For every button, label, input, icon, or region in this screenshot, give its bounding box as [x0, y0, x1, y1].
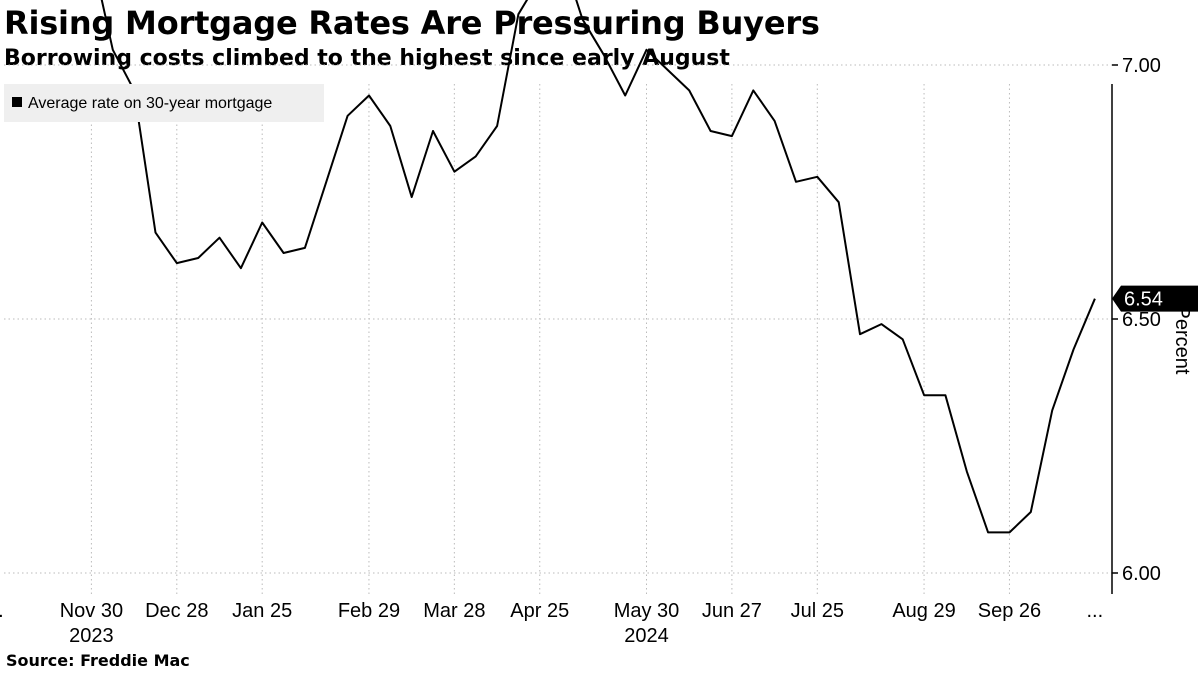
x-tick-label: ...: [1087, 600, 1104, 622]
legend: Average rate on 30-year mortgage: [4, 84, 324, 122]
x-tick-label: Jun 27: [702, 600, 762, 622]
x-tick-label: Dec 28: [145, 600, 208, 622]
x-tick-label: Nov 30: [60, 600, 123, 622]
x-tick-label: May 30: [614, 600, 680, 622]
legend-label: Average rate on 30-year mortgage: [28, 95, 272, 112]
y-tick-label: 7.00: [1122, 55, 1161, 77]
series-line: [100, 0, 1096, 534]
y-tick-label: 6.00: [1122, 563, 1161, 585]
gridlines: [4, 64, 1112, 594]
x-tick-label: Aug 29: [892, 600, 955, 622]
source-note: Source: Freddie Mac: [6, 651, 190, 670]
x-tick-label: Mar 28: [423, 600, 485, 622]
chart-subtitle: Borrowing costs climbed to the highest s…: [4, 46, 730, 71]
x-tick-label: Jan 25: [232, 600, 292, 622]
x-axis-ticks: ... Nov 30 2023 Dec 28 Jan 25 Feb 29 Mar 28 Apr…: [0, 600, 1103, 647]
x-tick-label: Sep 26: [978, 600, 1041, 622]
x-tick-year-label: 2023: [69, 625, 114, 647]
last-value-label: 6.54: [1124, 289, 1163, 311]
y-tick-label: 6.50: [1122, 309, 1161, 331]
y-axis-title: Percent: [1171, 306, 1193, 375]
x-tick-year-label: 2024: [624, 625, 669, 647]
x-tick-label: Apr 25: [510, 600, 569, 622]
x-tick-label: Jul 25: [791, 600, 844, 622]
x-tick-label: Feb 29: [338, 600, 400, 622]
chart-title: Rising Mortgage Rates Are Pressuring Buy…: [4, 4, 820, 42]
legend-background: [4, 84, 324, 122]
legend-swatch: [12, 97, 22, 107]
x-tick-label: ...: [0, 600, 4, 622]
last-value-callout: 6.54: [1112, 285, 1198, 312]
y-axis: 6.006.507.007.506.54: [1111, 55, 1198, 594]
last-value-badge: [1112, 285, 1198, 312]
series: [100, 0, 1096, 534]
